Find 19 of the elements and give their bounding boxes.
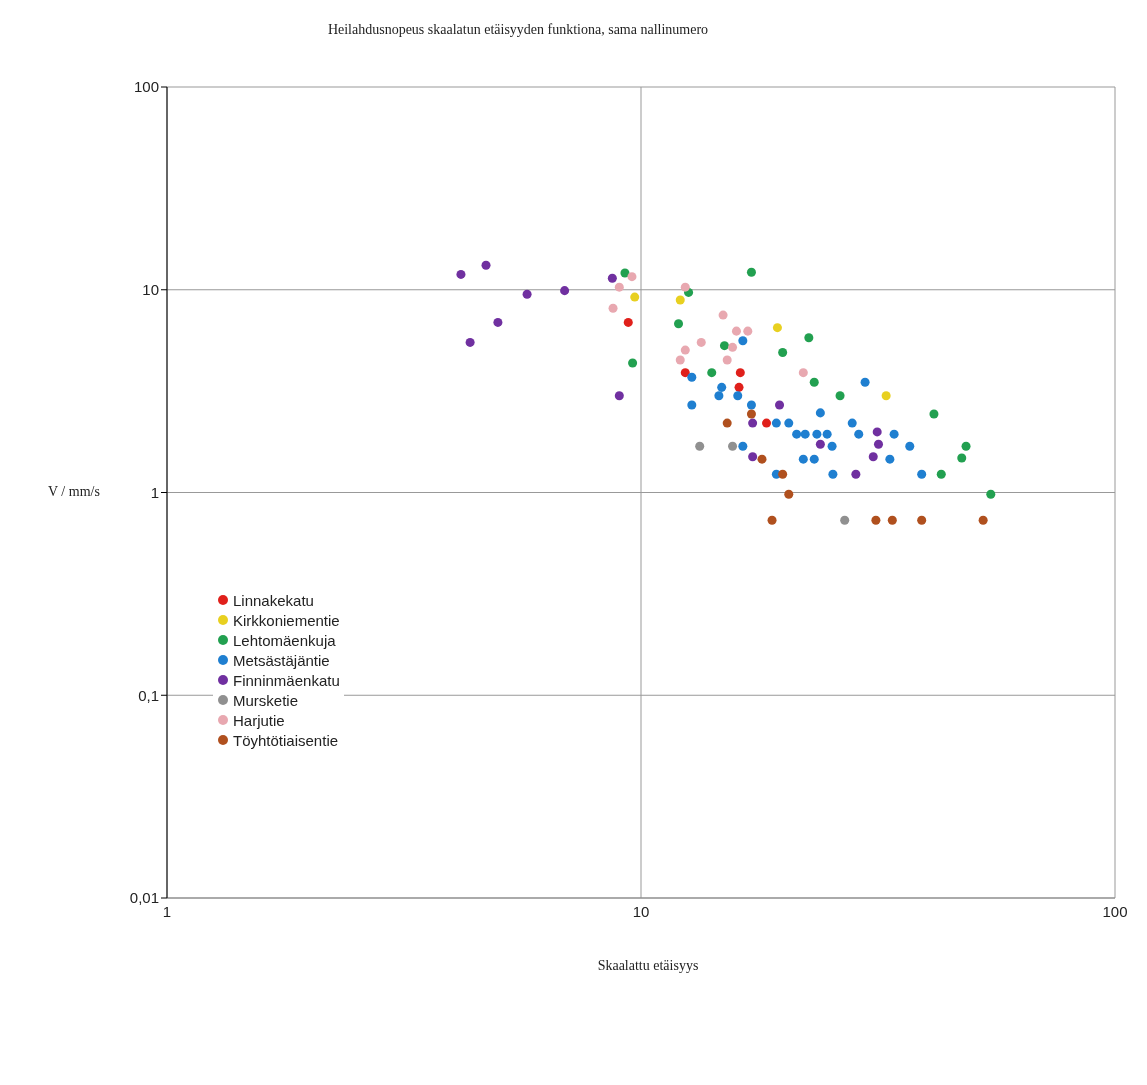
legend-label: Linnakekatu: [233, 591, 314, 609]
legend-label: Mursketie: [233, 691, 299, 709]
legend-label: Kirkkoniementie: [233, 611, 340, 629]
legend-label: Metsästäjäntie: [233, 651, 330, 669]
legend-label: Harjutie: [233, 711, 285, 729]
y-axis-title: V / mm/s: [48, 484, 100, 500]
legend-label: Finninmäenkatu: [233, 671, 340, 689]
x-tick-label: 10: [632, 902, 650, 920]
chart-title: Heilahdusnopeus skaalatun etäisyyden funktiona, sama nallinumero: [326, 22, 710, 38]
y-tick-label: 0,1: [138, 686, 159, 704]
legend-label: Töyhtötiaisentie: [233, 731, 339, 749]
legend-label: Lehtomäenkuja: [233, 631, 336, 649]
y-tick-label: 10: [142, 281, 159, 299]
y-tick-label: 1: [150, 483, 159, 501]
x-axis-title: Skaalattu etäisyys: [596, 958, 700, 974]
x-tick-label: 1: [162, 902, 172, 920]
x-tick-label: 100: [1102, 902, 1128, 920]
y-tick-label: 0,01: [129, 889, 159, 907]
y-tick-label: 100: [133, 78, 159, 96]
